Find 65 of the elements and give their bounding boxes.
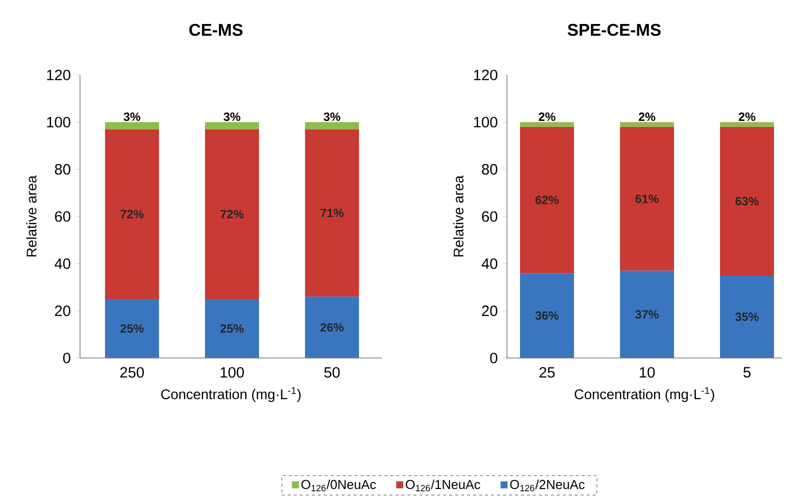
y-tick-label: 120 <box>474 70 498 80</box>
data-label: 2% <box>638 112 656 121</box>
y-tick-label: 60 <box>55 211 70 222</box>
data-label: 2% <box>738 112 756 121</box>
bar <box>305 122 360 130</box>
bar <box>205 129 260 300</box>
data-label: 3% <box>124 112 140 121</box>
x-tick-label: 50 <box>324 367 340 378</box>
chart-title: SPE-CE-MS <box>568 24 661 36</box>
data-label: 63% <box>735 196 759 206</box>
x-axis-title: Concentration (mg·L$^{-1}$) <box>574 387 714 402</box>
data-label: 25% <box>220 324 244 333</box>
x-axis-title: Concentration (mg·L$^{-1}$) <box>161 387 301 402</box>
y-axis-title: Relative area <box>26 175 36 256</box>
y-axis-title: Relative area <box>453 175 464 256</box>
data-label: 71% <box>320 208 344 218</box>
legend-label: O$_{126}$/1NeuAc <box>406 480 480 492</box>
x-tick-label: 250 <box>120 367 144 378</box>
y-tick-label: 20 <box>55 306 70 316</box>
data-label: 72% <box>120 210 144 218</box>
data-label: 26% <box>320 323 344 332</box>
data-label: 3% <box>224 112 240 121</box>
data-label: 25% <box>120 324 144 333</box>
bar <box>305 129 360 297</box>
y-tick-label: 100 <box>47 116 70 128</box>
data-label: 72% <box>220 210 244 218</box>
bar <box>720 126 774 276</box>
x-tick-label: 100 <box>220 367 244 378</box>
data-label: 3% <box>324 112 340 121</box>
y-tick-label: 80 <box>482 164 498 175</box>
data-label: 36% <box>535 311 559 320</box>
x-tick-label: 10 <box>640 367 655 378</box>
bar <box>720 122 774 127</box>
bar <box>620 126 674 271</box>
y-tick-label: 60 <box>482 211 498 222</box>
bar <box>305 296 360 358</box>
bar <box>720 275 774 358</box>
y-tick-label: 120 <box>47 70 70 80</box>
y-tick-label: 0 <box>63 352 70 364</box>
bar <box>205 299 260 358</box>
data-label: 37% <box>635 310 659 319</box>
chart-title: CE-MS <box>189 24 243 36</box>
data-label: 35% <box>735 312 759 321</box>
bar <box>105 122 160 130</box>
y-tick-label: 20 <box>482 306 498 316</box>
x-tick-label: 5 <box>743 367 751 378</box>
data-label: 62% <box>535 196 559 204</box>
data-label: 61% <box>635 194 659 204</box>
y-tick-label: 100 <box>474 116 498 128</box>
bar <box>520 273 574 358</box>
x-tick-label: 25 <box>539 367 555 378</box>
bar <box>105 129 160 300</box>
data-label: 2% <box>538 112 556 121</box>
y-tick-label: 40 <box>482 258 498 269</box>
bar <box>105 299 160 358</box>
y-tick-label: 80 <box>54 164 70 175</box>
bar <box>620 122 674 127</box>
y-tick-label: 40 <box>54 258 70 269</box>
bar <box>520 122 574 127</box>
y-tick-label: 0 <box>490 352 498 364</box>
bar <box>205 122 260 130</box>
legend-label: O$_{126}$/2NeuAc <box>510 480 585 492</box>
bar <box>520 126 574 274</box>
legend-label: O$_{126}$/0NeuAc <box>301 480 376 492</box>
bar <box>620 270 674 358</box>
